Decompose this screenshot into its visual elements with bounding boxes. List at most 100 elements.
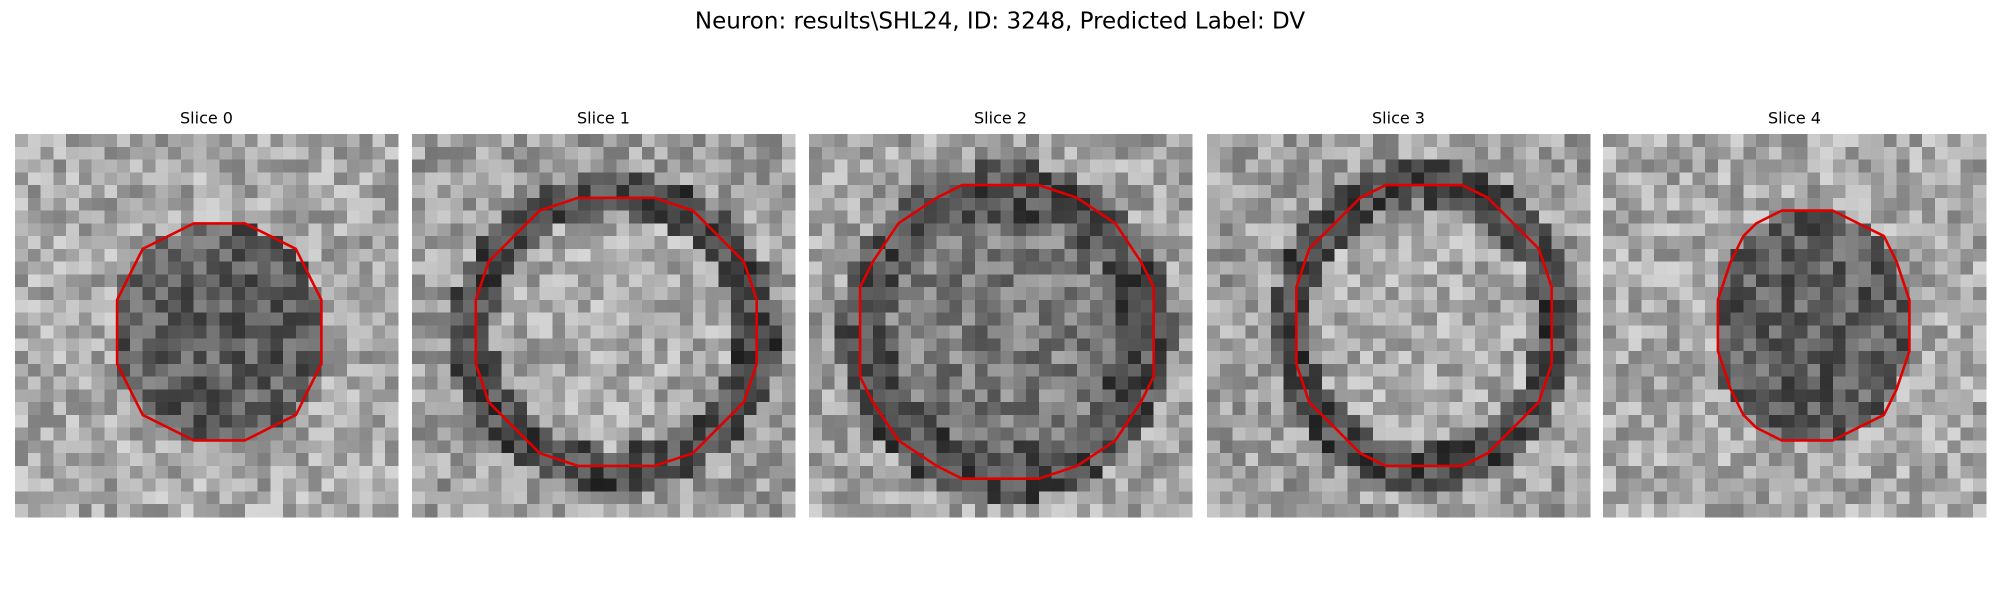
pixel — [731, 376, 745, 390]
pixel — [552, 402, 566, 416]
pixel — [334, 223, 348, 237]
pixel — [1551, 389, 1566, 403]
pixel — [629, 261, 643, 276]
pixel — [1309, 504, 1323, 518]
pixel — [78, 172, 93, 186]
pixel — [1820, 453, 1834, 467]
pixel — [1551, 351, 1566, 365]
pixel — [1896, 478, 1910, 493]
pixel — [1883, 440, 1898, 454]
pixel — [219, 414, 233, 429]
pixel — [1756, 299, 1770, 314]
pixel — [539, 414, 554, 429]
pixel — [1781, 491, 1796, 505]
pixel — [1462, 414, 1476, 429]
pixel — [1140, 287, 1155, 301]
pixel — [346, 325, 361, 339]
pixel — [718, 134, 732, 148]
pixel — [1628, 299, 1642, 314]
pixel — [308, 172, 322, 186]
pixel — [526, 248, 541, 263]
pixel — [180, 197, 195, 212]
pixel — [1321, 185, 1336, 199]
pixel — [66, 261, 80, 276]
pixel — [372, 223, 386, 237]
pixel — [1385, 478, 1400, 493]
pixel — [104, 504, 118, 518]
pixel — [1883, 465, 1898, 480]
pixel — [1845, 312, 1859, 327]
pixel — [1475, 491, 1489, 505]
pixel — [1245, 453, 1259, 467]
pixel — [692, 261, 707, 276]
pixel — [91, 465, 105, 480]
pixel — [974, 134, 989, 148]
pixel — [372, 134, 386, 148]
pixel — [872, 172, 887, 186]
pixel — [1153, 402, 1168, 416]
pixel — [1538, 299, 1553, 314]
pixel — [1845, 146, 1859, 161]
pixel — [1756, 402, 1770, 416]
pixel — [1232, 363, 1246, 378]
pixel — [1424, 172, 1438, 186]
pixel — [104, 146, 118, 161]
pixel — [743, 478, 758, 493]
pixel — [974, 146, 989, 161]
pixel — [346, 248, 361, 263]
pixel — [1102, 159, 1116, 173]
pixel — [385, 402, 399, 416]
pixel — [1424, 223, 1438, 237]
pixel — [308, 261, 322, 276]
pixel — [1038, 427, 1053, 441]
pixel — [40, 172, 54, 186]
pixel — [27, 248, 42, 263]
pixel — [1153, 159, 1168, 173]
pixel — [1026, 491, 1040, 505]
pixel — [577, 146, 592, 161]
pixel — [1296, 146, 1310, 161]
pixel — [1309, 248, 1323, 263]
pixel — [1641, 504, 1655, 518]
pixel — [514, 185, 528, 199]
pixel — [1628, 274, 1642, 288]
pixel — [1219, 261, 1234, 276]
pixel — [450, 261, 464, 276]
pixel — [1564, 159, 1578, 173]
pixel — [501, 223, 515, 237]
pixel — [1538, 491, 1553, 505]
pixel — [488, 465, 502, 480]
pixel — [860, 185, 874, 199]
pixel — [1832, 465, 1847, 480]
pixel — [1000, 491, 1014, 505]
pixel — [1166, 312, 1180, 327]
pixel — [1871, 146, 1885, 161]
pixel — [1064, 453, 1078, 467]
pixel — [1717, 134, 1732, 148]
pixel — [1064, 491, 1078, 505]
pixel — [78, 363, 93, 378]
pixel — [1077, 312, 1091, 327]
pixel — [53, 312, 67, 327]
pixel — [257, 210, 271, 224]
pixel — [321, 504, 335, 518]
pixel — [1077, 491, 1091, 505]
pixel — [539, 363, 554, 378]
pixel — [308, 465, 322, 480]
pixel — [1140, 312, 1155, 327]
pixel — [27, 440, 42, 454]
pixel — [1424, 389, 1438, 403]
pixel — [1934, 351, 1949, 365]
pixel — [1513, 236, 1527, 250]
pixel — [1089, 223, 1104, 237]
pixel — [270, 299, 284, 314]
pixel — [1360, 376, 1374, 390]
pixel — [78, 134, 93, 148]
pixel — [1551, 414, 1566, 429]
pixel — [987, 376, 1002, 390]
pixel — [809, 134, 823, 148]
pixel — [1679, 427, 1693, 441]
pixel — [1026, 351, 1040, 365]
pixel — [1628, 146, 1642, 161]
pixel — [372, 440, 386, 454]
